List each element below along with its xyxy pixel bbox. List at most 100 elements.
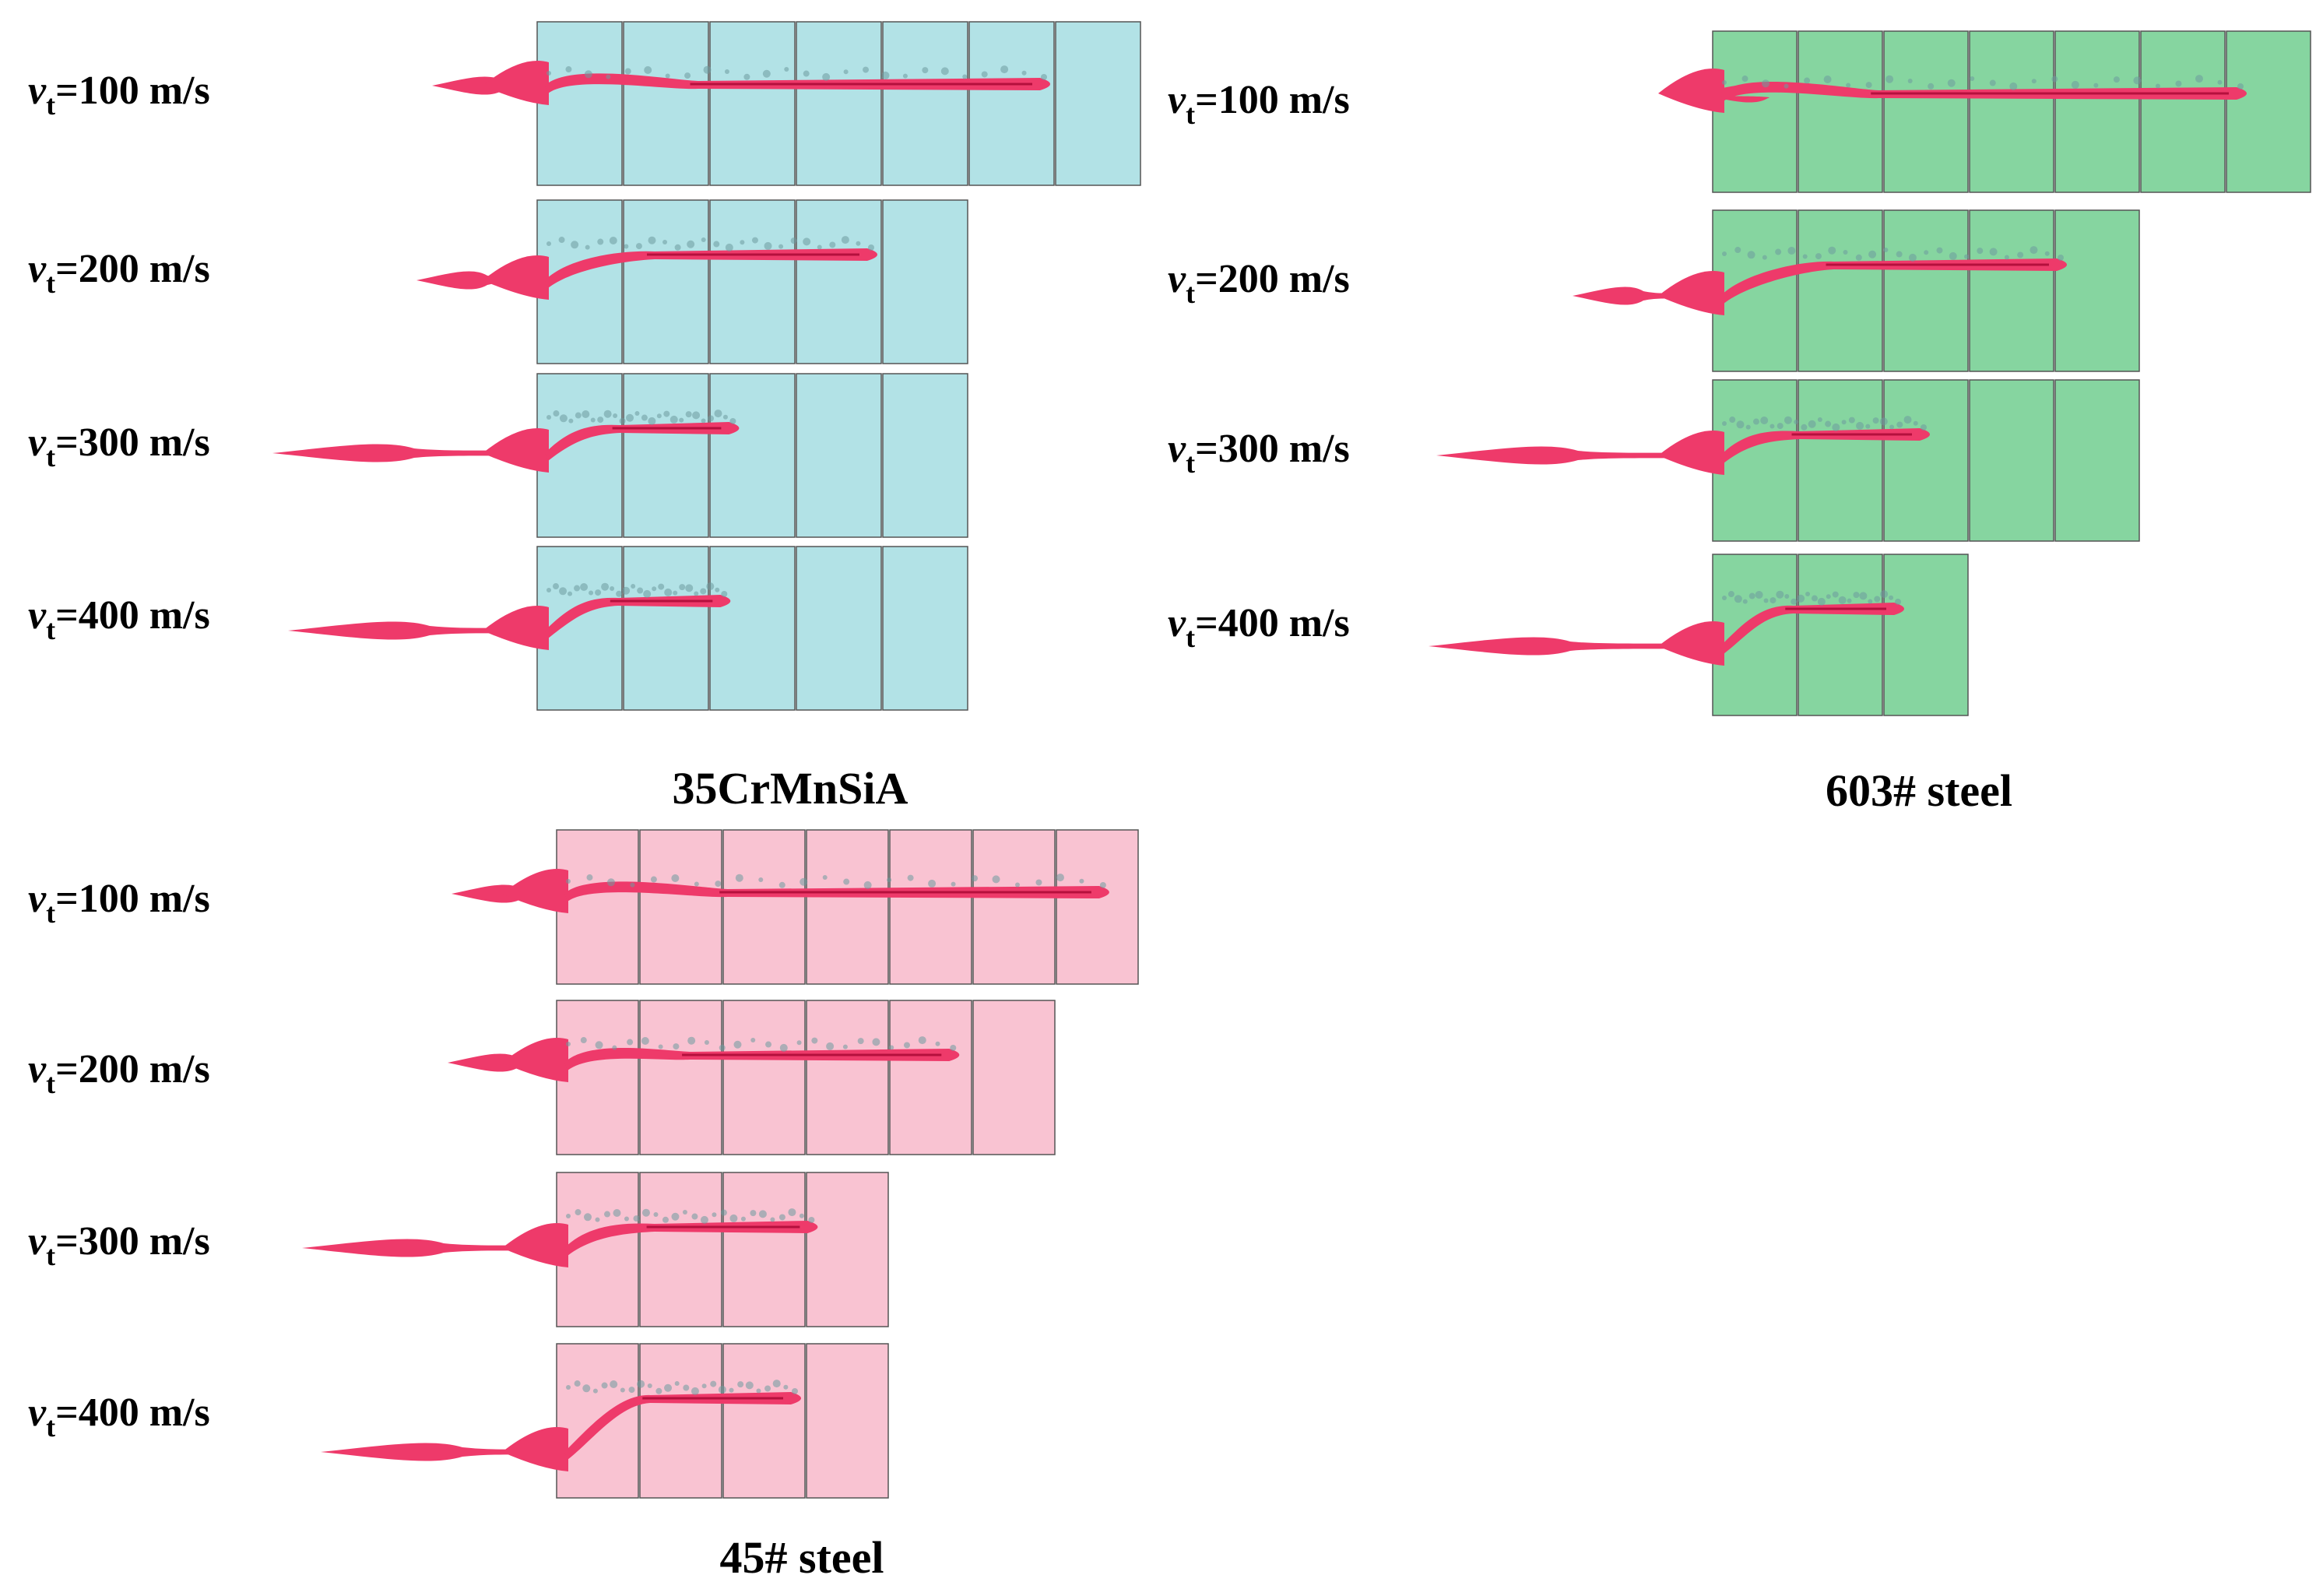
debris-particle — [962, 74, 968, 79]
debris-particle — [546, 588, 551, 592]
debris-particle — [1908, 253, 1917, 262]
debris-particle — [1856, 421, 1864, 430]
debris-particle — [1865, 82, 1872, 89]
debris-particle — [692, 411, 701, 420]
debris-particle — [811, 1037, 818, 1044]
target-plate — [2054, 30, 2140, 193]
velocity-subscript: t — [1186, 622, 1195, 653]
debris-particle — [2155, 83, 2160, 89]
target-plate — [1969, 379, 2054, 542]
debris-particle — [546, 71, 551, 76]
debris-particle — [1823, 76, 1832, 84]
penetration-channel — [1720, 428, 1930, 463]
debris-particle — [1921, 424, 1927, 431]
debris-particle — [856, 241, 861, 246]
debris-particle — [2093, 83, 2099, 88]
debris-particle — [708, 415, 715, 422]
debris-particle — [1879, 417, 1888, 426]
velocity-row: vt=100 m/s — [1168, 30, 2311, 193]
debris-particle — [751, 237, 758, 244]
velocity-subscript: t — [46, 1411, 55, 1443]
debris-particle — [737, 1381, 744, 1388]
debris-particle — [710, 1380, 717, 1387]
projectile-slug — [302, 1239, 549, 1257]
debris-particle — [643, 589, 652, 598]
velocity-value: =100 m/s — [55, 877, 210, 921]
target-plate — [639, 829, 722, 985]
debris-particle — [902, 73, 908, 79]
debris-particle — [582, 410, 590, 419]
debris-particle — [684, 72, 691, 79]
debris-particle — [669, 415, 678, 424]
debris-particle — [1014, 882, 1020, 888]
debris-particle — [575, 412, 582, 419]
penetration-channel — [545, 595, 731, 638]
debris-particle — [712, 1212, 717, 1218]
velocity-value: =200 m/s — [1195, 257, 1350, 301]
debris-particle — [597, 417, 604, 424]
debris-particle — [683, 1384, 690, 1391]
target-plate — [806, 1172, 889, 1327]
debris-particle — [770, 1217, 775, 1222]
debris-particle — [1748, 592, 1755, 599]
target-plate — [722, 1000, 806, 1155]
debris-particle — [972, 875, 979, 882]
target-plate — [2054, 379, 2140, 542]
velocity-label: vt=100 m/s — [28, 877, 210, 929]
debris-particle — [706, 582, 715, 591]
projectile-slug — [432, 76, 529, 95]
velocity-value: =400 m/s — [1195, 601, 1350, 645]
debris-particle — [1777, 423, 1784, 430]
panel-45-steel: vt=100 m/svt=200 m/svt=300 m/svt=400 m/s… — [28, 829, 1139, 1583]
debris-particle — [603, 1211, 610, 1218]
debris-particle — [765, 1041, 772, 1048]
debris-particle — [687, 240, 695, 248]
debris-particle — [633, 1215, 640, 1222]
target-plate — [1969, 30, 2054, 193]
debris-particle — [694, 591, 699, 596]
target-plate — [889, 829, 972, 985]
debris-particle — [687, 1036, 696, 1045]
velocity-row: vt=200 m/s — [1168, 209, 2140, 372]
target-plate — [882, 21, 968, 186]
debris-particle — [922, 67, 929, 74]
entry-lump — [1658, 431, 1724, 475]
velocity-subscript: t — [1186, 278, 1195, 309]
target-plate — [806, 1343, 889, 1499]
velocity-subscript: t — [46, 1240, 55, 1271]
debris-particle — [1056, 874, 1064, 882]
velocity-subscript: t — [46, 90, 55, 121]
debris-particle — [1755, 591, 1763, 599]
debris-particle — [803, 70, 810, 77]
entry-lump — [502, 1223, 568, 1267]
debris-particle — [582, 1384, 591, 1393]
debris-particle — [603, 410, 612, 418]
debris-particle — [1762, 79, 1770, 88]
debris-particle — [586, 874, 593, 881]
debris-particle — [822, 72, 831, 81]
debris-particle — [647, 1383, 652, 1389]
projectile-slug — [448, 1053, 549, 1072]
velocity-subscript: t — [46, 1068, 55, 1099]
debris-particle — [613, 413, 618, 419]
panel-caption: 35CrMnSiA — [673, 763, 908, 814]
debris-particle — [1797, 594, 1805, 603]
target-plate — [1055, 21, 1141, 186]
debris-particle — [1784, 416, 1792, 424]
debris-particle — [616, 590, 623, 597]
debris-particle — [1913, 420, 1918, 426]
target-plate — [639, 1343, 722, 1499]
target-plate — [1969, 209, 2054, 372]
target-plate — [1798, 379, 1883, 542]
debris-particle — [635, 243, 642, 250]
debris-particle — [700, 1215, 708, 1224]
debris-particle — [1853, 592, 1860, 599]
velocity-row: vt=200 m/s — [28, 1000, 1056, 1155]
debris-particle — [641, 414, 648, 421]
target-plate — [1883, 209, 1969, 372]
debris-particle — [1734, 595, 1742, 603]
debris-particle — [631, 584, 636, 589]
debris-particle — [750, 1038, 756, 1043]
debris-particle — [1747, 251, 1755, 259]
